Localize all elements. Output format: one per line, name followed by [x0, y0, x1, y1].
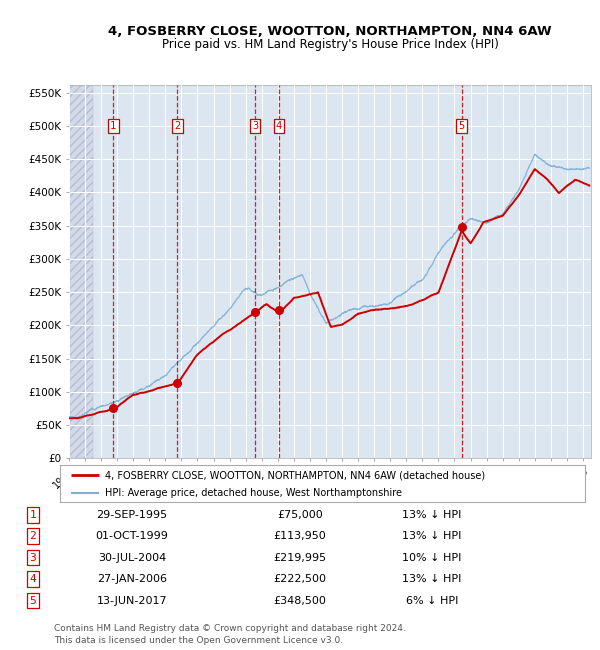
Text: 01-OCT-1999: 01-OCT-1999: [95, 531, 169, 541]
Text: 29-SEP-1995: 29-SEP-1995: [97, 510, 167, 520]
Text: 13-JUN-2017: 13-JUN-2017: [97, 595, 167, 606]
Text: Contains HM Land Registry data © Crown copyright and database right 2024.
This d: Contains HM Land Registry data © Crown c…: [54, 624, 406, 645]
Text: 13% ↓ HPI: 13% ↓ HPI: [403, 531, 461, 541]
Text: 2: 2: [29, 531, 37, 541]
Text: 3: 3: [29, 552, 37, 563]
Text: 5: 5: [458, 121, 465, 131]
Text: £348,500: £348,500: [274, 595, 326, 606]
Text: 30-JUL-2004: 30-JUL-2004: [98, 552, 166, 563]
Text: Price paid vs. HM Land Registry's House Price Index (HPI): Price paid vs. HM Land Registry's House …: [161, 38, 499, 51]
Text: £113,950: £113,950: [274, 531, 326, 541]
Text: 13% ↓ HPI: 13% ↓ HPI: [403, 510, 461, 520]
Text: 4, FOSBERRY CLOSE, WOOTTON, NORTHAMPTON, NN4 6AW: 4, FOSBERRY CLOSE, WOOTTON, NORTHAMPTON,…: [108, 25, 552, 38]
Text: 4: 4: [29, 574, 37, 584]
Text: 6% ↓ HPI: 6% ↓ HPI: [406, 595, 458, 606]
Text: 5: 5: [29, 595, 37, 606]
Text: 2: 2: [174, 121, 181, 131]
Text: 4, FOSBERRY CLOSE, WOOTTON, NORTHAMPTON, NN4 6AW (detached house): 4, FOSBERRY CLOSE, WOOTTON, NORTHAMPTON,…: [104, 470, 485, 480]
Text: 3: 3: [252, 121, 258, 131]
Text: £222,500: £222,500: [274, 574, 326, 584]
Text: 1: 1: [110, 121, 116, 131]
Text: 1: 1: [29, 510, 37, 520]
Text: HPI: Average price, detached house, West Northamptonshire: HPI: Average price, detached house, West…: [104, 488, 401, 497]
Text: 27-JAN-2006: 27-JAN-2006: [97, 574, 167, 584]
Text: 10% ↓ HPI: 10% ↓ HPI: [403, 552, 461, 563]
Text: 4: 4: [276, 121, 282, 131]
Text: £75,000: £75,000: [277, 510, 323, 520]
Text: £219,995: £219,995: [274, 552, 326, 563]
Text: 13% ↓ HPI: 13% ↓ HPI: [403, 574, 461, 584]
